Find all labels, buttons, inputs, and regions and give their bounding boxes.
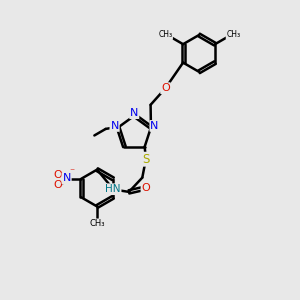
Text: N: N (150, 121, 159, 131)
Text: O: O (53, 180, 62, 190)
Text: HN: HN (105, 184, 121, 194)
Text: O: O (142, 183, 150, 193)
Text: ⁻: ⁻ (70, 167, 75, 177)
Text: N: N (62, 173, 71, 183)
Text: S: S (142, 153, 150, 166)
Text: CH₃: CH₃ (226, 30, 241, 39)
Text: CH₃: CH₃ (158, 30, 172, 39)
Text: N: N (110, 121, 119, 131)
Text: O: O (161, 83, 170, 93)
Text: CH₃: CH₃ (89, 219, 105, 228)
Text: O: O (53, 170, 62, 180)
Text: N: N (130, 108, 138, 118)
